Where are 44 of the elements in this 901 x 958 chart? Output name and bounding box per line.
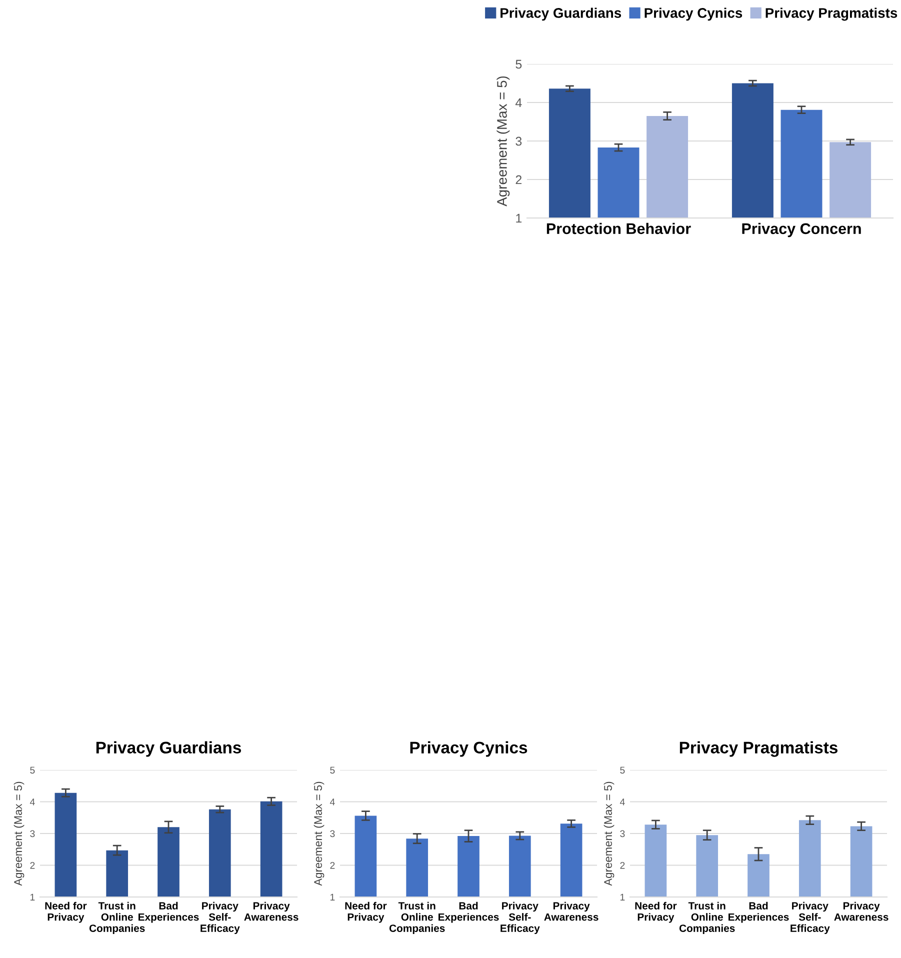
chart-title: Privacy Guardians — [96, 741, 242, 757]
y-tick-label: 4 — [330, 798, 335, 806]
x-tick-label: Privacy Awareness — [544, 902, 598, 921]
x-tick-label: Need for Privacy — [635, 902, 677, 923]
y-tick-label: 1 — [516, 214, 522, 223]
y-tick-label: 3 — [620, 830, 625, 838]
y-tick-label: 1 — [30, 894, 35, 901]
x-tick-label: Privacy Awareness — [244, 902, 298, 921]
y-tick-label: 3 — [330, 830, 335, 838]
x-tick-label: Privacy Concern — [742, 222, 861, 238]
x-tick-label: Bad Experiences — [438, 902, 499, 923]
y-tick-label: 2 — [330, 862, 335, 869]
y-axis-title: Agreement (Max = 5) — [14, 782, 24, 886]
x-tick-label: Bad Experiences — [728, 902, 789, 923]
y-axis-title: Agreement (Max = 5) — [604, 782, 614, 886]
y-tick-label: 3 — [30, 830, 35, 838]
x-tick-label: Need for Privacy — [45, 902, 87, 923]
y-tick-label: 4 — [620, 798, 625, 806]
chart-title: Privacy Cynics — [410, 741, 528, 757]
y-tick-label: 2 — [516, 175, 522, 184]
y-axis-title: Agreement (Max = 5) — [496, 76, 510, 206]
x-tick-label: Privacy Self- Efficacy — [200, 902, 240, 934]
y-tick-label: 1 — [330, 894, 335, 901]
y-tick-label: 5 — [30, 766, 35, 774]
y-tick-label: 3 — [516, 136, 522, 146]
y-tick-label: 2 — [30, 862, 35, 869]
y-tick-label: 1 — [620, 894, 625, 901]
y-axis-title: Agreement (Max = 5) — [314, 782, 324, 886]
x-tick-label: Privacy Awareness — [834, 902, 888, 921]
chart-title: Privacy Pragmatists — [680, 741, 838, 757]
y-tick-label: 5 — [330, 766, 335, 774]
legend-label: Privacy Cynics — [644, 8, 742, 21]
y-tick-label: 4 — [515, 98, 522, 108]
legend-label: Privacy Pragmatists — [766, 8, 898, 21]
y-tick-label: 2 — [620, 862, 625, 869]
x-tick-label: Protection Behavior — [546, 222, 691, 234]
x-tick-label: Privacy Self- Efficacy — [790, 902, 830, 934]
legend-label: Privacy Guardians — [500, 8, 622, 21]
y-tick-label: 4 — [30, 798, 35, 806]
x-tick-label: Need for Privacy — [345, 902, 387, 923]
y-tick-label: 5 — [516, 60, 522, 69]
x-tick-label: Bad Experiences — [138, 902, 199, 923]
y-tick-label: 5 — [620, 766, 625, 774]
x-tick-label: Privacy Self- Efficacy — [500, 902, 540, 934]
